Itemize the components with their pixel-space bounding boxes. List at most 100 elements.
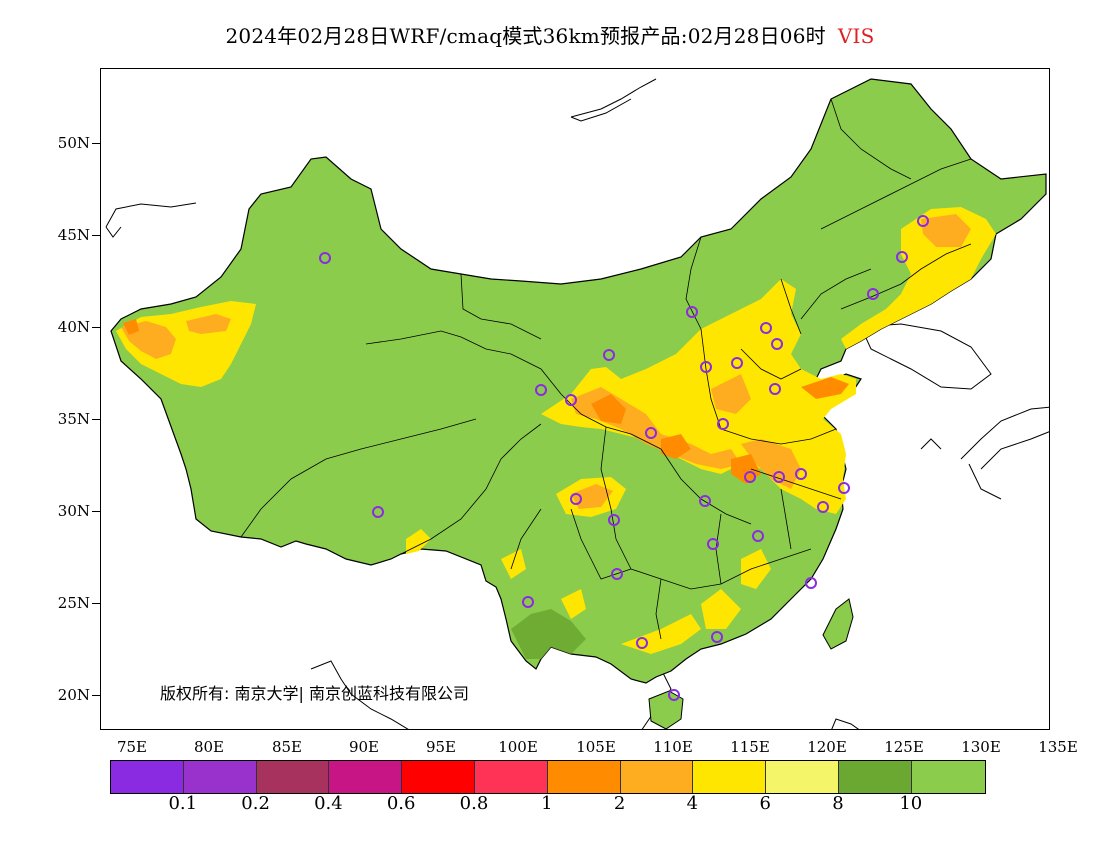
station-marker [773,471,785,483]
station-marker [608,514,620,526]
legend-swatch [474,761,548,793]
legend-label: 0.2 [241,793,270,814]
station-marker [805,577,817,589]
x-label-90e: 90E [348,738,380,756]
legend-swatch [329,761,403,793]
station-marker [896,251,908,263]
station-marker [771,338,783,350]
y-label-25n: 25N [57,594,90,612]
station-marker [795,468,807,480]
station-marker [645,427,657,439]
station-marker [699,495,711,507]
legend-swatch [402,761,475,793]
station-marker [700,361,712,373]
x-label-125e: 125E [884,738,924,756]
x-label-120e: 120E [807,738,847,756]
station-marker [636,637,648,649]
legend-label: 0.4 [314,793,343,814]
color-legend [110,760,986,794]
legend-swatch [693,761,767,793]
station-marker [752,530,764,542]
legend-swatch [547,761,621,793]
x-label-85e: 85E [271,738,303,756]
legend-label: 6 [759,793,771,814]
y-tick [92,511,100,512]
legend-swatch [766,761,839,793]
legend-swatch [838,761,912,793]
y-label-35n: 35N [57,410,90,428]
station-marker [686,306,698,318]
station-marker [565,394,577,406]
south-haze [561,549,771,654]
dark-green-zone [511,609,586,659]
x-label-95e: 95E [425,738,457,756]
x-label-100e: 100E [498,738,538,756]
central-haze-orange [591,377,849,484]
title-variable: VIS [837,24,875,48]
x-label-75e: 75E [116,738,148,756]
station-marker [867,288,879,300]
station-marker [731,357,743,369]
x-label-80e: 80E [193,738,225,756]
sichuan-patch [501,549,526,579]
legend-label: 10 [899,793,923,814]
title-text: 2024年02月28日WRF/cmaq模式36km预报产品:02月28日06时 [225,24,826,48]
legend-label: 2 [613,793,626,814]
station-marker [707,538,719,550]
x-label-130e: 130E [961,738,1001,756]
y-tick [92,327,100,328]
y-tick [92,695,100,696]
station-marker [522,596,534,608]
station-markers [319,215,929,701]
legend-swatch [111,761,184,793]
tibet-patch [406,529,431,554]
y-label-45n: 45N [57,226,90,244]
station-marker [717,418,729,430]
x-label-110e: 110E [653,738,693,756]
taiwan-island [822,598,854,650]
y-tick [92,603,100,604]
y-tick [92,143,100,144]
xinjiang-west-orange [121,314,231,359]
sichuan-haze-orange [571,484,613,509]
y-label-30n: 30N [57,502,90,520]
central-haze-orange-light [571,374,801,489]
legend-swatch [183,761,257,793]
legend-label: 0.8 [459,793,489,814]
station-marker [744,471,756,483]
northeast-haze-orange [921,214,971,247]
station-marker [817,501,829,513]
station-marker [535,384,547,396]
y-tick [92,235,100,236]
x-label-105e: 105E [576,738,616,756]
legend-swatch [256,761,330,793]
legend-label: 8 [832,793,844,814]
y-label-40n: 40N [57,318,90,336]
y-label-50n: 50N [57,134,90,152]
legend-swatch [911,761,985,793]
legend-label: 0.6 [386,793,416,814]
station-marker [769,383,781,395]
station-marker [760,322,772,334]
station-marker [917,215,929,227]
map-panel [100,68,1050,730]
station-marker [603,349,615,361]
xinjiang-west-red [123,319,139,335]
station-marker [611,568,623,580]
legend-label: 1 [541,793,553,814]
station-marker [319,252,331,264]
visibility-map [105,78,1049,729]
station-marker [570,493,582,505]
x-label-135e: 135E [1038,738,1078,756]
copyright-text: 版权所有: 南京大学| 南京创蓝科技有限公司 [160,684,469,703]
station-marker [711,631,723,643]
map-title: 2024年02月28日WRF/cmaq模式36km预报产品:02月28日06时 V… [0,20,1100,49]
y-tick [92,419,100,420]
station-marker [838,482,850,494]
station-marker [668,689,680,701]
station-marker [372,506,384,518]
legend-swatch [620,761,694,793]
legend-label: 4 [686,793,699,814]
y-label-20n: 20N [57,686,90,704]
legend-label: 0.1 [168,793,198,814]
